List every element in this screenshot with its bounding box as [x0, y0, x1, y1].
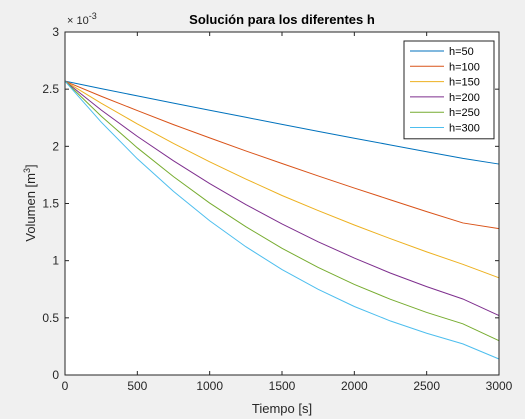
y-tick-label: 2 [52, 139, 59, 153]
y-axis-title-end: ] [23, 164, 38, 168]
series-line-h-150 [64, 80, 500, 279]
legend-box [403, 40, 495, 140]
ticks-group: 0 500 1000 1500 2000 2500 3000 0 0.5 1 1.5 2 2.5 3 [42, 25, 512, 393]
x-tick-label: 1000 [196, 379, 223, 393]
y-axis-title-sup: 3 [22, 168, 32, 173]
legend-label: h=300 [449, 123, 480, 135]
x-tick-label: 0 [62, 379, 69, 393]
y-exponent-base: × 10 [67, 15, 89, 27]
y-tick-label: 1 [52, 254, 59, 268]
x-tick-label: 1500 [269, 379, 296, 393]
x-axis-title: Tiempo [s] [252, 401, 312, 416]
y-tick-label: 2.5 [42, 82, 59, 96]
legend-label: h=150 [449, 77, 480, 89]
x-tick-label: 3000 [486, 379, 513, 393]
y-tick-label: 3 [52, 25, 59, 39]
series-line-h-100 [64, 80, 500, 230]
axes-box [64, 31, 500, 376]
series-group [64, 80, 500, 360]
legend-label: h=250 [449, 107, 480, 119]
series-line-h-50 [64, 80, 500, 165]
y-tick-label: 0 [52, 368, 59, 382]
y-axis-title-main: Volumen [m [23, 173, 38, 242]
y-tick-label: 1.5 [42, 197, 59, 211]
y-exponent-label: × 10-3 [67, 11, 97, 27]
legend-label: h=50 [449, 46, 474, 58]
y-axis-title: Volumen [m3] [22, 164, 38, 241]
series-line-h-200 [64, 80, 500, 317]
y-exponent-power: -3 [89, 11, 97, 21]
series-line-h-300 [64, 80, 500, 360]
legend-label: h=100 [449, 61, 480, 73]
y-tick-label: 0.5 [42, 311, 59, 325]
legend: h=50 h=100 h=150 h=200 h=250 h=300 [403, 40, 495, 140]
legend-label: h=200 [449, 92, 480, 104]
x-tick-label: 2500 [413, 379, 440, 393]
x-tick-label: 500 [127, 379, 147, 393]
chart-title: Solución para los diferentes h [189, 12, 375, 27]
series-line-h-250 [64, 80, 500, 342]
x-tick-label: 2000 [341, 379, 368, 393]
